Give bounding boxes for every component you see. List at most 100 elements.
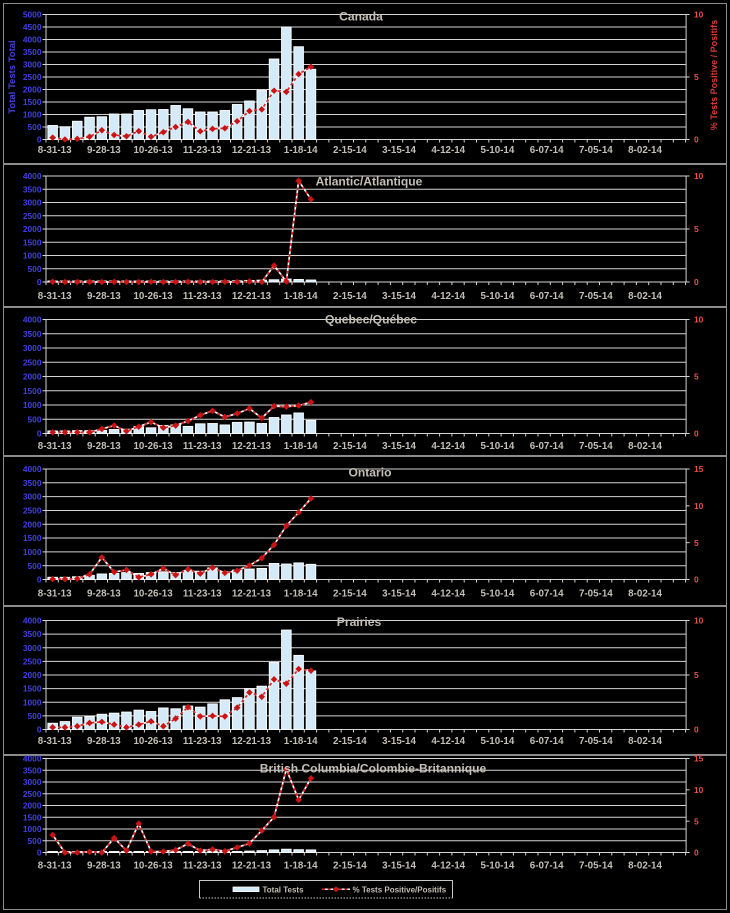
svg-text:2500: 2500 (23, 789, 42, 799)
svg-text:0: 0 (694, 848, 699, 858)
svg-text:5-10-14: 5-10-14 (481, 441, 515, 452)
svg-text:12-21-13: 12-21-13 (232, 861, 272, 872)
svg-text:3-15-14: 3-15-14 (382, 441, 416, 452)
svg-text:3000: 3000 (23, 343, 42, 353)
svg-text:15: 15 (694, 754, 704, 764)
svg-text:10-26-13: 10-26-13 (133, 589, 173, 600)
svg-text:10-26-13: 10-26-13 (133, 145, 173, 156)
svg-text:Atlantic/Atlantique: Atlantic/Atlantique (316, 174, 423, 188)
svg-text:9-28-13: 9-28-13 (87, 291, 121, 302)
svg-text:1500: 1500 (23, 812, 42, 822)
svg-text:0: 0 (37, 277, 42, 287)
svg-text:3500: 3500 (23, 765, 42, 775)
svg-text:Quebec/Québec: Quebec/Québec (325, 313, 417, 327)
svg-text:9-28-13: 9-28-13 (87, 145, 121, 156)
svg-text:8-02-14: 8-02-14 (628, 291, 662, 302)
svg-text:8-31-13: 8-31-13 (38, 145, 72, 156)
svg-text:10: 10 (694, 315, 704, 325)
svg-text:11-23-13: 11-23-13 (183, 441, 222, 452)
svg-text:4-12-14: 4-12-14 (431, 291, 465, 302)
svg-text:4-12-14: 4-12-14 (431, 861, 465, 872)
svg-text:4000: 4000 (23, 35, 42, 45)
svg-text:1-18-14: 1-18-14 (284, 736, 318, 747)
svg-text:0: 0 (37, 135, 42, 145)
svg-text:8-02-14: 8-02-14 (628, 441, 662, 452)
svg-text:2000: 2000 (23, 224, 42, 234)
svg-text:1-18-14: 1-18-14 (284, 145, 318, 156)
svg-text:2000: 2000 (23, 670, 42, 680)
svg-text:5: 5 (694, 72, 699, 82)
svg-text:0: 0 (694, 429, 699, 439)
svg-text:3-15-14: 3-15-14 (382, 145, 416, 156)
svg-text:4000: 4000 (23, 464, 42, 474)
svg-text:9-28-13: 9-28-13 (87, 861, 121, 872)
svg-text:4-12-14: 4-12-14 (431, 145, 465, 156)
svg-text:6-07-14: 6-07-14 (530, 441, 564, 452)
svg-text:3000: 3000 (23, 198, 42, 208)
svg-text:1500: 1500 (23, 237, 42, 247)
svg-text:1500: 1500 (23, 533, 42, 543)
svg-text:1-18-14: 1-18-14 (284, 861, 318, 872)
svg-text:2-15-14: 2-15-14 (333, 291, 367, 302)
svg-text:12-21-13: 12-21-13 (232, 441, 272, 452)
svg-text:7-05-14: 7-05-14 (579, 145, 613, 156)
svg-text:2-15-14: 2-15-14 (333, 861, 367, 872)
svg-text:10-26-13: 10-26-13 (133, 736, 173, 747)
svg-text:3000: 3000 (23, 643, 42, 653)
svg-text:500: 500 (28, 561, 42, 571)
svg-text:500: 500 (28, 414, 42, 424)
svg-text:1000: 1000 (23, 400, 42, 410)
svg-text:1-18-14: 1-18-14 (284, 589, 318, 600)
svg-text:Total Tests Total: Total Tests Total (7, 40, 18, 113)
svg-text:2-15-14: 2-15-14 (333, 145, 367, 156)
svg-text:2000: 2000 (23, 519, 42, 529)
svg-text:15: 15 (694, 464, 704, 474)
svg-text:5-10-14: 5-10-14 (481, 145, 515, 156)
svg-text:0: 0 (37, 725, 42, 735)
svg-text:0: 0 (694, 725, 699, 735)
svg-text:2000: 2000 (23, 85, 42, 95)
svg-text:11-23-13: 11-23-13 (183, 291, 222, 302)
svg-text:2-15-14: 2-15-14 (333, 441, 367, 452)
svg-text:10-26-13: 10-26-13 (133, 441, 173, 452)
svg-text:8-31-13: 8-31-13 (38, 291, 72, 302)
svg-text:British Columbia/Colombie-Brit: British Columbia/Colombie-Britannique (260, 761, 487, 775)
svg-text:6-07-14: 6-07-14 (530, 291, 564, 302)
svg-text:11-23-13: 11-23-13 (183, 861, 222, 872)
svg-text:8-31-13: 8-31-13 (38, 441, 72, 452)
svg-text:4000: 4000 (23, 315, 42, 325)
svg-text:5-10-14: 5-10-14 (481, 861, 515, 872)
svg-text:11-23-13: 11-23-13 (183, 145, 222, 156)
svg-text:8-31-13: 8-31-13 (38, 736, 72, 747)
svg-text:2-15-14: 2-15-14 (333, 589, 367, 600)
svg-text:0: 0 (694, 575, 699, 585)
svg-text:4000: 4000 (23, 616, 42, 626)
svg-text:8-02-14: 8-02-14 (628, 736, 662, 747)
svg-text:12-21-13: 12-21-13 (232, 589, 272, 600)
svg-text:1-18-14: 1-18-14 (284, 441, 318, 452)
svg-text:3500: 3500 (23, 184, 42, 194)
svg-text:5-10-14: 5-10-14 (481, 291, 515, 302)
svg-text:2500: 2500 (23, 506, 42, 516)
svg-text:0: 0 (37, 575, 42, 585)
svg-text:8-02-14: 8-02-14 (628, 145, 662, 156)
svg-text:8-31-13: 8-31-13 (38, 861, 72, 872)
svg-text:1000: 1000 (23, 251, 42, 261)
svg-text:4-12-14: 4-12-14 (431, 589, 465, 600)
svg-text:3-15-14: 3-15-14 (382, 589, 416, 600)
svg-text:0: 0 (694, 277, 699, 287)
svg-text:500: 500 (28, 264, 42, 274)
svg-text:6-07-14: 6-07-14 (530, 736, 564, 747)
svg-text:3-15-14: 3-15-14 (382, 291, 416, 302)
svg-text:1500: 1500 (23, 684, 42, 694)
svg-text:10: 10 (694, 171, 704, 181)
svg-text:4000: 4000 (23, 754, 42, 764)
svg-text:12-21-13: 12-21-13 (232, 736, 272, 747)
svg-text:5-10-14: 5-10-14 (481, 736, 515, 747)
svg-text:2500: 2500 (23, 72, 42, 82)
svg-text:Ontario: Ontario (348, 465, 391, 479)
svg-text:10: 10 (694, 785, 704, 795)
svg-text:3500: 3500 (23, 629, 42, 639)
svg-text:12-21-13: 12-21-13 (232, 291, 272, 302)
svg-text:5: 5 (694, 224, 699, 234)
